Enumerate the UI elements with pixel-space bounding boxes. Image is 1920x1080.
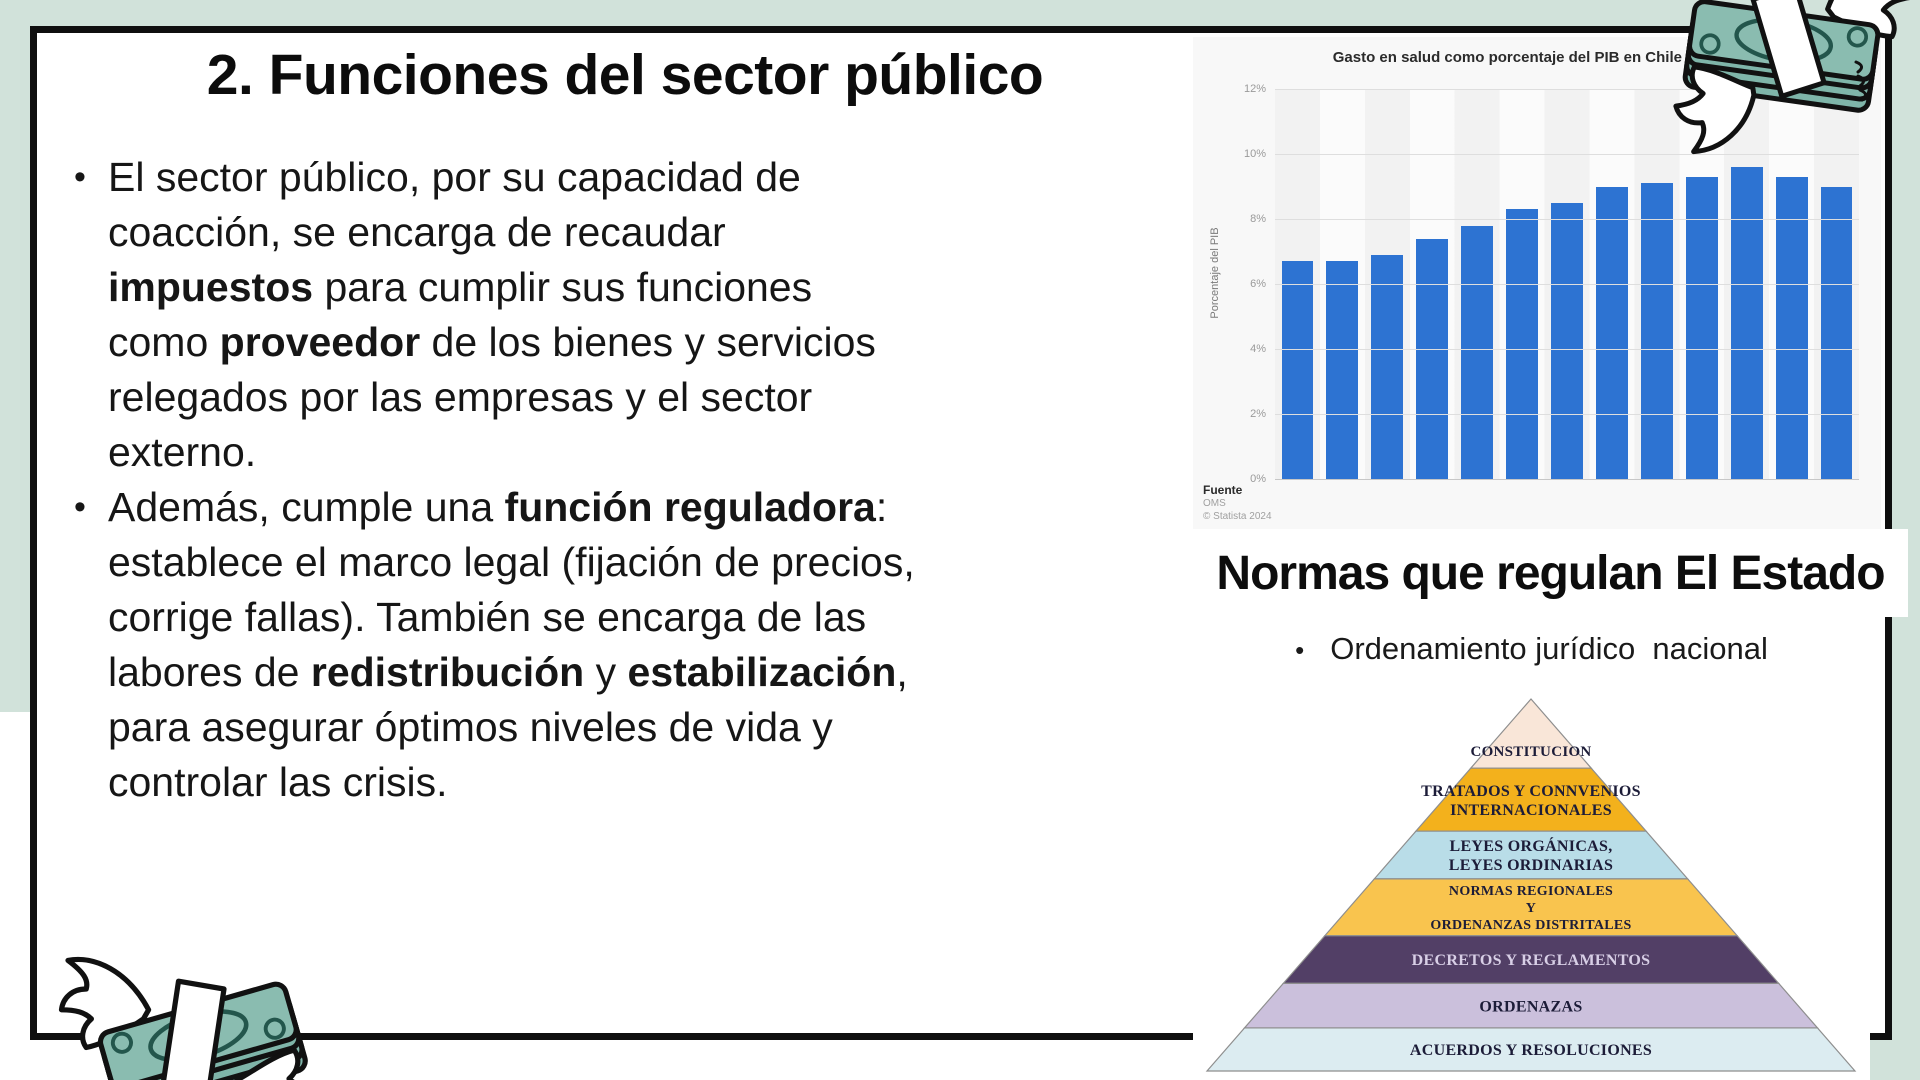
source-org: OMS: [1203, 498, 1226, 509]
chart-bar: [1640, 183, 1673, 479]
pyramid-panel: • Ordenamiento jurídico nacional CONSTIT…: [1193, 617, 1870, 1080]
y-tick-label: 8%: [1250, 212, 1266, 225]
bullet-dot: •: [74, 158, 86, 196]
chart-bar: [1371, 254, 1404, 479]
y-tick-label: 2%: [1250, 408, 1266, 420]
source-copyright: © Statista 2024: [1203, 511, 1272, 522]
normas-bullet: • Ordenamiento jurídico nacional: [1193, 631, 1870, 667]
pyramid-label: ACUERDOS Y RESOLUCIONES: [1410, 1042, 1652, 1059]
chart-plot-area: 12% 10% 8% 6% 4% 2% 0%: [1244, 83, 1859, 485]
bullet-item: • El sector público, por su capacidad de c…: [68, 150, 1213, 480]
bullet-text: El sector público, por su capacidad de co…: [108, 154, 876, 475]
flying-money-icon: [48, 898, 348, 1080]
chart-bar: [1820, 186, 1853, 479]
chart-bars: [1275, 89, 1859, 479]
chart-bar: [1281, 261, 1314, 479]
y-tick-label: 12%: [1243, 83, 1266, 95]
slide-title: 2. Funciones del sector público: [206, 43, 1044, 107]
motion-lines-icon: [1854, 60, 1867, 102]
y-axis-title: Porcentaje del PIB: [1209, 227, 1221, 319]
bullet-dot: •: [74, 488, 86, 526]
y-tick-label: 0%: [1250, 473, 1266, 485]
pyramid-label: LEYES ORDINARIAS: [1449, 857, 1613, 874]
normas-heading-band: Normas que regulan El Estado: [1193, 529, 1908, 617]
gridline: [1275, 89, 1859, 90]
chart-bar: [1326, 261, 1359, 479]
pyramid-label: Y: [1526, 901, 1536, 916]
chart-bar: [1685, 176, 1718, 479]
bullet-list: • El sector público, por su capacidad de c…: [68, 150, 1213, 810]
bullet-item: • Además, cumple una función reguladora: e…: [68, 480, 1213, 810]
bullet-text: Además, cumple una función reguladora: es…: [108, 484, 915, 805]
gridline: [1275, 284, 1859, 285]
y-tick-label: 6%: [1250, 278, 1266, 290]
pyramid-label: LEYES ORGÁNICAS,: [1449, 836, 1612, 855]
gridline: [1275, 218, 1859, 220]
y-tick-label: 4%: [1250, 342, 1266, 355]
chart-source: Fuente OMS © Statista 2024: [1203, 483, 1272, 523]
gridline: [1275, 153, 1859, 155]
pyramid-level: [1205, 1027, 1857, 1072]
chart-bar: [1506, 209, 1538, 479]
pyramid-label: DECRETOS Y REGLAMENTOS: [1412, 952, 1651, 969]
statista-health-chart: Gasto en salud como porcentaje del PIB e…: [1193, 37, 1881, 529]
gridline: [1275, 414, 1859, 415]
source-label: Fuente: [1203, 483, 1243, 497]
pyramid-label: ORDENAZAS: [1479, 998, 1582, 1015]
gridline: [1275, 479, 1859, 480]
pyramid-label: INTERNACIONALES: [1450, 802, 1612, 819]
normas-heading: Normas que regulan El Estado: [1216, 546, 1885, 600]
chart-bar: [1730, 167, 1763, 479]
pyramid-label: CONSTITUCION: [1470, 744, 1591, 760]
chart-bar: [1416, 238, 1449, 479]
chart-bar: [1551, 202, 1583, 479]
pyramid-label: NORMAS REGIONALES: [1449, 884, 1613, 899]
chart-bar: [1596, 186, 1628, 479]
y-tick-label: 10%: [1243, 147, 1266, 160]
bullet-dot: •: [1295, 635, 1305, 665]
normas-bullet-text: Ordenamiento jurídico nacional: [1330, 631, 1768, 666]
gridline: [1275, 348, 1859, 350]
pyramid-label: TRATADOS Y CONNVENIOS: [1421, 783, 1641, 800]
chart-bar: [1775, 176, 1808, 479]
legal-norms-pyramid: CONSTITUCION TRATADOS Y CONNVENIOS INTERNA…: [1205, 698, 1857, 1072]
chart-bar: [1461, 225, 1494, 479]
pyramid-label: ORDENANZAS DISTRITALES: [1430, 918, 1631, 933]
chart-title: Gasto en salud como porcentaje del PIB e…: [1332, 49, 1792, 66]
